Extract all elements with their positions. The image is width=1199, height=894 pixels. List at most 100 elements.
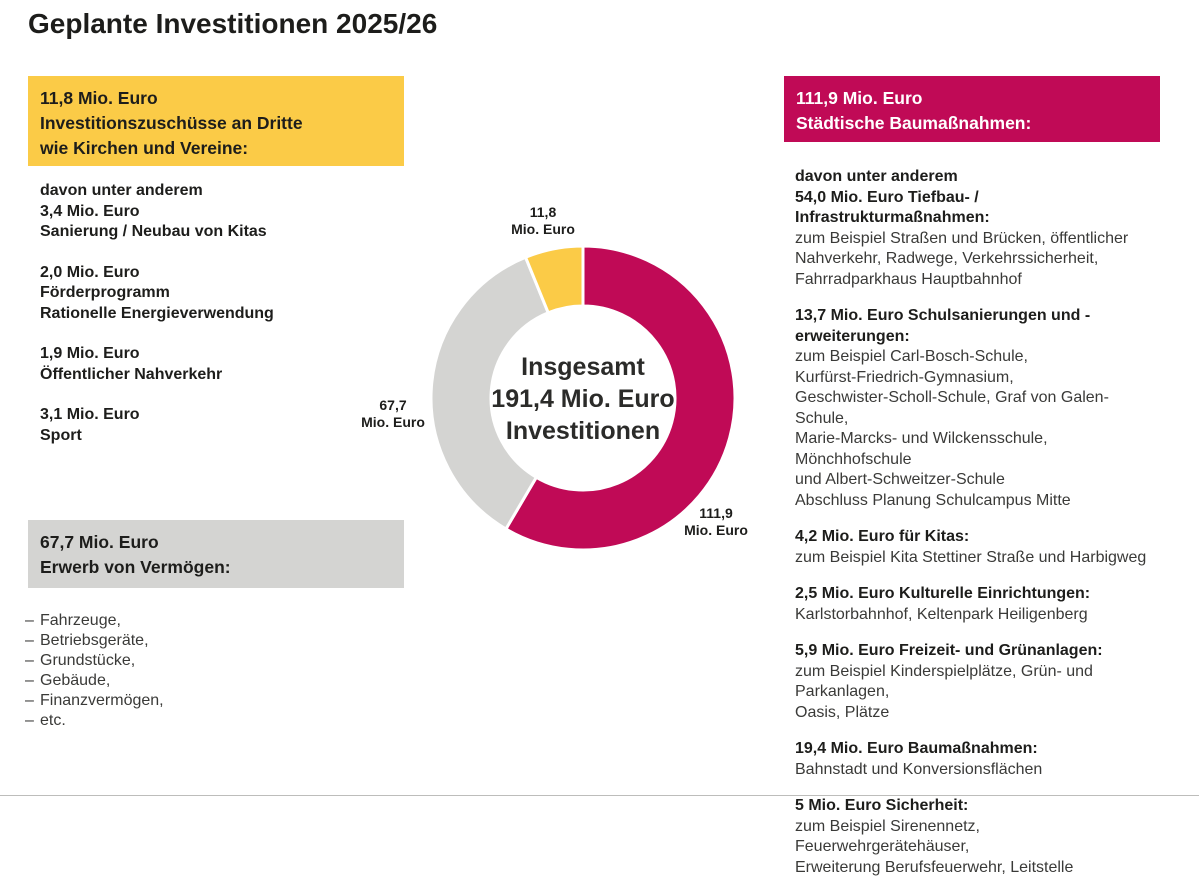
section-body-line: Kurfürst-Friedrich-Gymnasium, — [795, 368, 1014, 386]
grants-group-nahverkehr: 1,9 Mio. Euro Öffentlicher Nahverkehr — [40, 344, 400, 385]
dash-bullet: – — [25, 672, 34, 689]
grants-label: Sanierung / Neubau von Kitas — [40, 223, 267, 240]
gray-box-amount: 67,7 Mio. Euro — [40, 532, 159, 552]
section-body-line: zum Beispiel Kita Stettiner Straße und H… — [795, 548, 1147, 566]
section-body: zum Beispiel Kita Stettiner Straße und H… — [795, 548, 1151, 569]
asset-list-item: – Finanzvermögen, — [25, 691, 385, 711]
segment-value: 111,9 — [699, 505, 733, 521]
section-heading: 5,9 Mio. Euro Freizeit- und Grünanlagen: — [795, 642, 1103, 659]
section-kultur: 2,5 Mio. Euro Kulturelle Einrichtungen: … — [795, 584, 1151, 625]
section-tiefbau: 54,0 Mio. Euro Tiefbau- / Infrastrukturm… — [795, 188, 1151, 291]
segment-label-construction: 111,9 Mio. Euro — [666, 505, 766, 539]
donut-center-line: Investitionen — [505, 417, 661, 445]
section-kitas: 4,2 Mio. Euro für Kitas: zum Beispiel Ki… — [795, 527, 1151, 568]
section-body-line: zum Beispiel Carl-Bosch-Schule, — [795, 348, 1028, 365]
gray-box-label: Erwerb von Vermögen: — [40, 557, 231, 577]
asset-label: etc. — [40, 712, 66, 729]
donut-center-total: 191,4 Mio. Euro — [491, 385, 675, 413]
section-body: zum Beispiel Kinderspielplätze, Grün- un… — [795, 662, 1151, 724]
grants-group-energie: 2,0 Mio. Euro Förderprogramm Rationelle … — [40, 263, 400, 325]
section-body-line: zum Beispiel Kinderspielplätze, Grün- un… — [795, 662, 1093, 701]
asset-label: Betriebsgeräte, — [40, 632, 149, 649]
segment-label-grants: 11,8 Mio. Euro — [493, 204, 593, 238]
asset-list: – Fahrzeuge, – Betriebsgeräte, – Grundstück… — [25, 611, 385, 731]
segment-unit: Mio. Euro — [511, 221, 575, 237]
grants-label: Öffentlicher Nahverkehr — [40, 365, 223, 383]
section-body-line: Abschluss Planung Schulcampus Mitte — [795, 491, 1071, 509]
magenta-box-municipal-construction: 111,9 Mio. Euro Städtische Baumaßnahmen: — [784, 76, 1160, 142]
section-schulen: 13,7 Mio. Euro Schulsanierungen und -erw… — [795, 306, 1151, 511]
grants-label: Förderprogramm — [40, 284, 170, 301]
section-body-line: zum Beispiel Sirenennetz, Feuerwehrgerät… — [795, 817, 980, 856]
donut-segment-staedtische-baumassnahmen — [503, 244, 737, 552]
section-heading: 19,4 Mio. Euro Baumaßnahmen: — [795, 740, 1038, 757]
grants-amount: 3,4 Mio. Euro — [40, 202, 140, 220]
section-body-line: und Albert-Schweitzer-Schule — [795, 471, 1005, 488]
section-body: zum Beispiel Straßen und Brücken, öffent… — [795, 229, 1151, 291]
dash-bullet: – — [25, 632, 34, 649]
grants-label: Sport — [40, 426, 82, 444]
yellow-box-amount: 11,8 Mio. Euro — [40, 88, 158, 108]
section-freizeit: 5,9 Mio. Euro Freizeit- und Grünanlagen:… — [795, 641, 1151, 723]
yellow-box-label: Investitionszuschüsse an Dritte — [40, 113, 303, 133]
page-title: Geplante Investitionen 2025/26 — [28, 8, 438, 39]
grants-amount: 2,0 Mio. Euro — [40, 263, 140, 281]
section-heading: 5 Mio. Euro Sicherheit: — [795, 797, 969, 814]
section-body: zum Beispiel Carl-Bosch-Schule, Kurfürst… — [795, 347, 1151, 511]
asset-list-item: – Fahrzeuge, — [25, 611, 385, 631]
gray-box-asset-acquisition: 67,7 Mio. Euro Erwerb von Vermögen: — [28, 520, 404, 588]
section-body: Karlstorbahnhof, Keltenpark Heiligenberg — [795, 605, 1151, 626]
grants-label-2: Rationelle Energieverwendung — [40, 304, 274, 322]
segment-unit: Mio. Euro — [684, 522, 748, 538]
segment-value: 67,7 — [379, 397, 407, 413]
construction-intro: davon unter anderem — [795, 168, 958, 185]
segment-unit: Mio. Euro — [361, 414, 425, 430]
dash-bullet: – — [25, 612, 34, 629]
donut-segment-investitionszuschuesse-an-dritte — [523, 244, 585, 315]
magenta-box-label: Städtische Baumaßnahmen: — [796, 113, 1032, 133]
donut-center-label: Insgesamt 191,4 Mio. Euro Investitionen — [433, 351, 733, 447]
section-baumassnahmen: 19,4 Mio. Euro Baumaßnahmen: Bahnstadt u… — [795, 739, 1151, 780]
grants-detail-list: davon unter anderem 3,4 Mio. Euro Sanier… — [40, 181, 400, 466]
grants-group-sport: 3,1 Mio. Euro Sport — [40, 405, 400, 446]
asset-label: Gebäude, — [40, 672, 111, 689]
section-heading: 2,5 Mio. Euro Kulturelle Einrichtungen: — [795, 585, 1091, 602]
donut-segment-erwerb-von-vermoegen — [429, 255, 551, 532]
section-body-line: Marie-Marcks- und Wilckensschule, Mönchh… — [795, 430, 1048, 468]
section-sicherheit: 5 Mio. Euro Sicherheit: zum Beispiel Sir… — [795, 796, 1151, 878]
asset-label: Grundstücke, — [40, 652, 136, 669]
grants-amount: 3,1 Mio. Euro — [40, 406, 140, 423]
section-body-line: Nahverkehr, Radwege, Verkehrssicherheit, — [795, 250, 1099, 267]
dash-bullet: – — [25, 712, 34, 729]
grants-amount: 1,9 Mio. Euro — [40, 345, 140, 362]
section-body: Bahnstadt und Konversionsflächen — [795, 760, 1151, 781]
section-heading: 4,2 Mio. Euro für Kitas: — [795, 528, 970, 545]
bottom-divider — [0, 795, 1199, 796]
section-body-line: Oasis, Plätze — [795, 703, 890, 721]
asset-list-item: – Betriebsgeräte, — [25, 631, 385, 651]
asset-label: Fahrzeuge, — [40, 612, 121, 629]
dash-bullet: – — [25, 692, 34, 709]
grants-intro: davon unter anderem — [40, 182, 203, 199]
asset-label: Finanzvermögen, — [40, 692, 164, 709]
section-body-line: Fahrradparkhaus Hauptbahnhof — [795, 270, 1022, 288]
magenta-box-amount: 111,9 Mio. Euro — [796, 88, 923, 108]
section-heading: 54,0 Mio. Euro Tiefbau- / Infrastrukturm… — [795, 188, 990, 227]
section-body-line: Geschwister-Scholl-Schule, Graf von Gale… — [795, 389, 1109, 427]
asset-list-item: – Grundstücke, — [25, 651, 385, 671]
asset-list-item: – Gebäude, — [25, 671, 385, 691]
dash-bullet: – — [25, 652, 34, 669]
section-body-line: Erweiterung Berufsfeuerwehr, Leitstelle — [795, 858, 1074, 876]
section-body-line: Bahnstadt und Konversionsflächen — [795, 760, 1043, 778]
yellow-box-investment-grants: 11,8 Mio. Euro Investitionszuschüsse an … — [28, 76, 404, 166]
section-heading: 13,7 Mio. Euro Schulsanierungen und -erw… — [795, 307, 1091, 345]
segment-value: 11,8 — [529, 204, 557, 220]
section-body-line: zum Beispiel Straßen und Brücken, öffent… — [795, 229, 1129, 247]
section-body-line: Karlstorbahnhof, Keltenpark Heiligenberg — [795, 605, 1088, 623]
donut-center-line: Insgesamt — [521, 353, 645, 381]
donut-chart — [429, 244, 737, 552]
asset-list-item: – etc. — [25, 711, 385, 731]
section-body: zum Beispiel Sirenennetz, Feuerwehrgerät… — [795, 817, 1151, 879]
grants-group-kitas: davon unter anderem 3,4 Mio. Euro Sanier… — [40, 181, 400, 243]
construction-detail-list: davon unter anderem 54,0 Mio. Euro Tiefb… — [795, 167, 1151, 894]
